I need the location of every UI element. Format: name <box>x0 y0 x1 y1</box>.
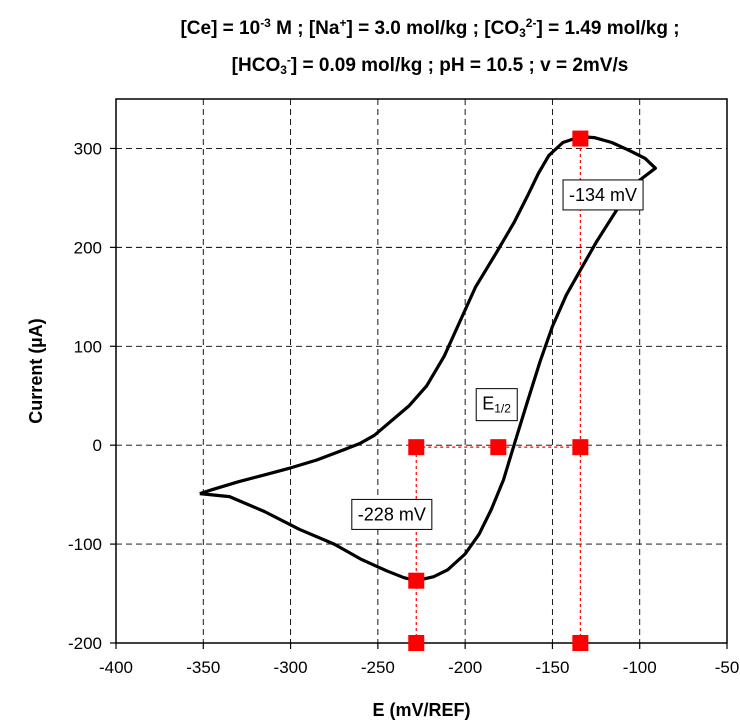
y-tick-label: 300 <box>74 139 102 158</box>
data-marker <box>572 439 589 456</box>
e-half-callout: E1/2 <box>475 388 518 422</box>
y-axis-ticks: -200 -100 0 100 200 300 <box>68 139 116 653</box>
title-superscript: -3 <box>260 16 271 30</box>
data-marker <box>408 439 425 456</box>
title-segment: ] = 1.49 mol/kg ; <box>536 18 679 39</box>
x-tick-label: -150 <box>535 658 569 677</box>
chart-title-line: [Ce] = 10-3 M ; [Na+] = 3.0 mol/kg ; [CO… <box>180 16 679 40</box>
annotation-callout: -134 mV <box>562 179 644 211</box>
annotation-layer: -134 mV -228 mV E1/2 <box>351 179 644 530</box>
annotation-label: -228 mV <box>358 504 426 524</box>
x-axis-ticks: -400 -350 -300 -250 -200 -150 -100 -50 <box>99 643 739 677</box>
e-half-box <box>475 388 518 422</box>
x-axis-label: E (mV/REF) <box>372 700 470 720</box>
annotation-box <box>562 179 644 211</box>
data-marker <box>408 635 425 651</box>
x-tick-label: -250 <box>361 658 395 677</box>
x-tick-label: -400 <box>99 658 133 677</box>
x-tick-label: -300 <box>274 658 308 677</box>
chart-title-line: [HCO3-] = 0.09 mol/kg ; pH = 10.5 ; v = … <box>232 53 629 77</box>
e-half-base: E <box>482 394 494 414</box>
data-marker <box>572 130 589 147</box>
x-tick-label: -100 <box>623 658 657 677</box>
y-axis-label: Current (µA) <box>26 318 46 423</box>
x-tick-label: -200 <box>448 658 482 677</box>
title-subscript: 3 <box>519 26 526 40</box>
data-marker <box>408 572 425 589</box>
marker-layer <box>408 130 589 651</box>
e-half-subscript: 1/2 <box>494 402 511 416</box>
title-segment: [HCO <box>232 55 281 76</box>
chart-title: [Ce] = 10-3 M ; [Na+] = 3.0 mol/kg ; [CO… <box>180 16 679 77</box>
title-segment: ] = 3.0 mol/kg ; [CO <box>346 18 519 39</box>
y-tick-label: -100 <box>68 535 102 554</box>
voltammogram-curve <box>199 135 657 583</box>
title-segment: ] = 0.09 mol/kg ; pH = 10.5 ; v = 2mV/s <box>291 55 628 76</box>
e-half-label: E1/2 <box>482 394 511 416</box>
title-subscript: 3 <box>280 63 287 77</box>
guide-lines <box>415 138 581 643</box>
annotation-box <box>351 498 433 530</box>
series-layer <box>199 135 657 583</box>
title-superscript: 2- <box>526 16 537 30</box>
title-superscript: - <box>287 53 291 67</box>
y-tick-label: 100 <box>74 337 102 356</box>
x-tick-label: -50 <box>715 658 740 677</box>
y-tick-label: 200 <box>74 238 102 257</box>
annotation-label: -134 mV <box>569 185 637 205</box>
x-tick-label: -350 <box>186 658 220 677</box>
title-superscript: + <box>339 16 346 30</box>
title-segment: [Ce] = 10 <box>180 18 260 39</box>
data-marker <box>572 635 589 651</box>
title-segment: M ; [Na <box>271 18 340 39</box>
annotation-callout: -228 mV <box>351 498 433 530</box>
y-tick-label: -200 <box>68 634 102 653</box>
data-marker <box>490 439 507 456</box>
y-tick-label: 0 <box>93 436 102 455</box>
